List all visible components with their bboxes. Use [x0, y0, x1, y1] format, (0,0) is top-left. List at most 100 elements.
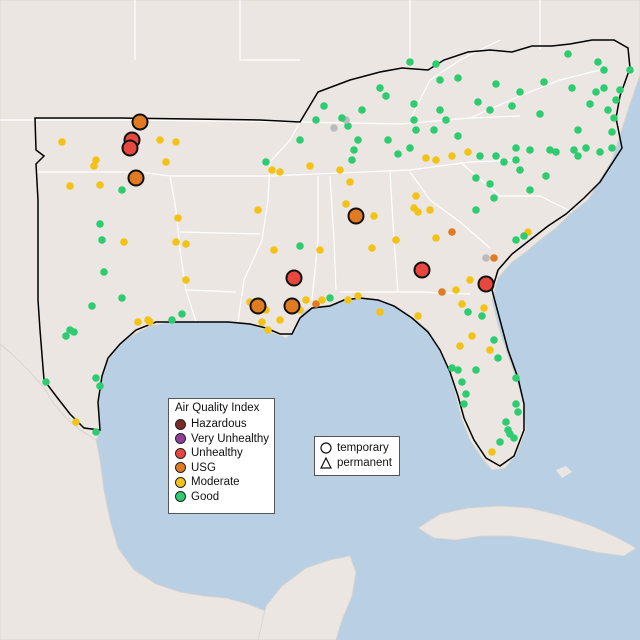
monitor-site [174, 214, 182, 222]
monitor-site [58, 138, 66, 146]
monitor-site [354, 136, 362, 144]
monitor-site [410, 100, 418, 108]
monitor-site [516, 88, 524, 96]
monitor-site [596, 148, 604, 156]
monitor-site [516, 166, 524, 174]
monitor-site [144, 316, 152, 324]
monitor-site [452, 286, 460, 294]
aqi-legend: Air Quality Index Hazardous Very Unhealt… [168, 398, 275, 514]
state-border [169, 175, 197, 323]
monitor-site [88, 302, 96, 310]
monitor-site [98, 236, 106, 244]
aqi-legend-usg: USG [175, 461, 274, 476]
monitor-site [610, 114, 618, 122]
monitor-site [90, 162, 98, 170]
monitor-site [414, 208, 422, 216]
aqi-legend-very-unhealthy: Very Unhealthy [175, 432, 274, 447]
monitor-site [552, 148, 560, 156]
monitor-site [448, 152, 456, 160]
monitor-site [344, 122, 352, 130]
monitor-site [182, 240, 190, 248]
monitor-site [96, 220, 104, 228]
monitor-site [492, 80, 500, 88]
aqi-legend-label: Moderate [191, 476, 240, 489]
monitor-site [358, 106, 366, 114]
monitor-site [486, 346, 494, 354]
monitor-site [346, 178, 354, 186]
monitor-site [268, 166, 276, 174]
monitor-site [454, 366, 462, 374]
monitor-site [508, 102, 516, 110]
monitor-site [514, 408, 522, 416]
monitor-site [436, 106, 444, 114]
monitor-site [564, 50, 572, 58]
monitor-site [70, 328, 78, 336]
monitor-site [338, 114, 346, 122]
monitor-site [526, 146, 534, 154]
monitor-site [600, 84, 608, 92]
monitor-site [306, 162, 314, 170]
state-border [459, 161, 573, 213]
monitor-site [384, 136, 392, 144]
monitor-site [608, 144, 616, 152]
monitor-site [490, 194, 498, 202]
monitor-site [178, 310, 186, 318]
state-border [409, 39, 501, 121]
monitor-site [458, 378, 466, 386]
monitor-site [432, 60, 440, 68]
monitor-site [432, 234, 440, 242]
monitor-site [368, 244, 376, 252]
monitor-site [118, 294, 126, 302]
monitor-site [502, 418, 510, 426]
monitor-site [312, 116, 320, 124]
monitor-site [608, 128, 616, 136]
monitor-site [512, 400, 520, 408]
monitor-site [512, 156, 520, 164]
monitor-site [370, 212, 378, 220]
monitor-site [330, 124, 338, 132]
monitor-site [376, 84, 384, 92]
monitor-type-legend: temporary permanent [314, 436, 400, 476]
monitor-site [500, 158, 508, 166]
monitor-site [342, 200, 350, 208]
monitor-site [276, 168, 284, 176]
temporary-monitor-site [249, 297, 267, 315]
monitor-site [490, 254, 498, 262]
monitor-site [482, 254, 490, 262]
monitor-site [118, 186, 126, 194]
monitor-site [546, 146, 554, 154]
monitor-site [616, 86, 624, 94]
state-border [469, 69, 601, 119]
monitor-site [520, 232, 528, 240]
monitor-site [456, 342, 464, 350]
state-border [409, 171, 491, 249]
monitor-site [600, 66, 608, 74]
monitor-site [480, 304, 488, 312]
monitor-site [182, 276, 190, 284]
monitor-site [412, 126, 420, 134]
monitor-site [626, 66, 634, 74]
monitor-site [264, 326, 272, 334]
monitor-site [466, 276, 474, 284]
monitor-site [92, 428, 100, 436]
monitor-site [270, 246, 278, 254]
aqi-legend-label: Hazardous [191, 418, 247, 431]
temporary-monitor-site [121, 139, 139, 157]
monitor-site [354, 292, 362, 300]
monitor-legend-permanent: permanent [320, 456, 399, 471]
monitor-site [478, 312, 486, 320]
monitor-site [454, 74, 462, 82]
aqi-legend-unhealthy: Unhealthy [175, 446, 274, 461]
region-outline [34, 39, 631, 467]
monitor-site [96, 181, 104, 189]
monitor-site [506, 430, 514, 438]
monitor-site [582, 144, 590, 152]
monitor-site [406, 144, 414, 152]
temporary-monitor-site [131, 113, 149, 131]
monitor-site [254, 206, 262, 214]
monitor-site [536, 110, 544, 118]
monitor-site [476, 152, 484, 160]
monitor-site [568, 84, 576, 92]
monitor-site [432, 156, 440, 164]
